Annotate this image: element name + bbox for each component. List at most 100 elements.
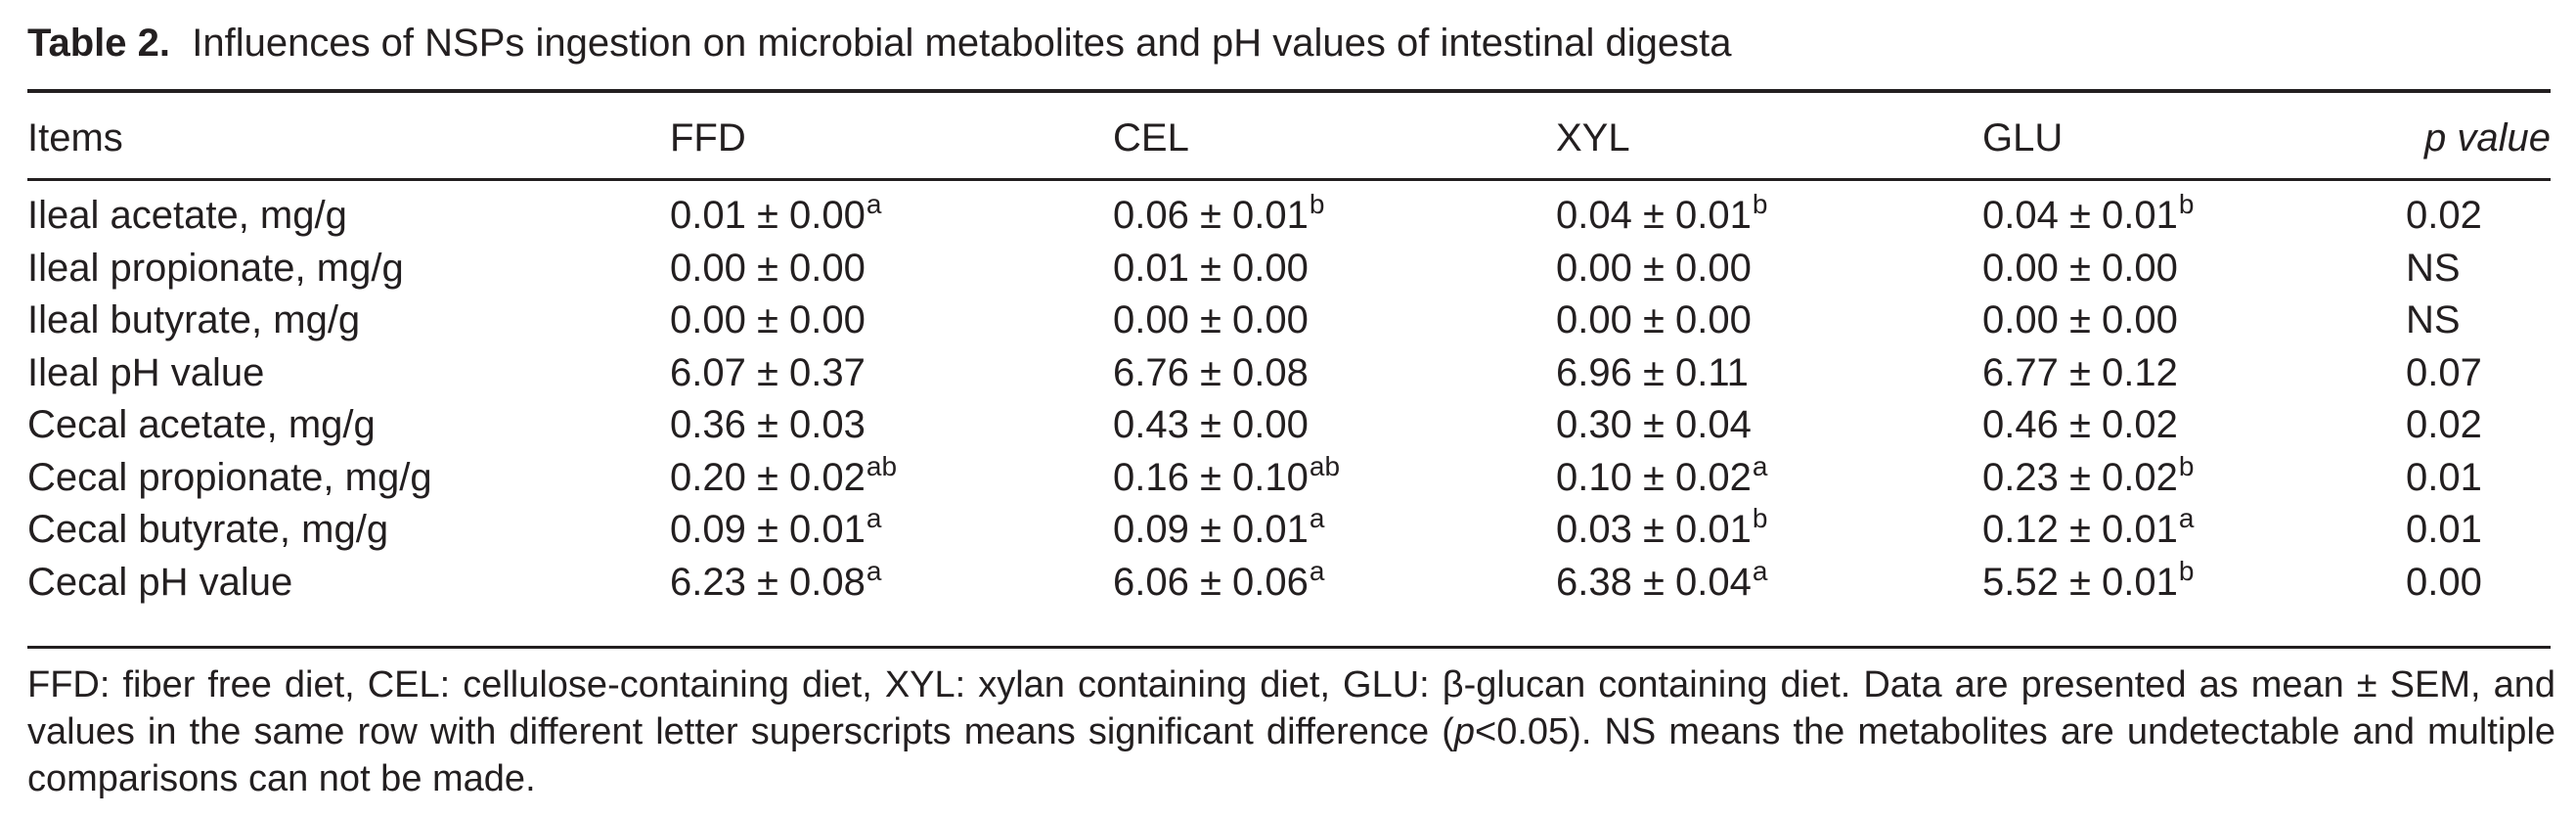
mean-sem-value: 0.12 ± 0.01 — [1982, 508, 2178, 552]
value-cell: 0.00 ± 0.00 — [1113, 295, 1556, 347]
value-cell: 0.00 ± 0.00 — [1982, 295, 2406, 347]
mean-sem-value: 6.06 ± 0.06 — [1113, 560, 1309, 604]
mean-sem-value: 0.00 ± 0.00 — [1556, 298, 1752, 342]
p-value-cell: NS — [2406, 298, 2461, 342]
value-cell: 0.23 ± 0.02b — [1982, 452, 2406, 505]
mean-sem-value: 0.16 ± 0.10 — [1113, 455, 1309, 499]
value-cell: 0.16 ± 0.10ab — [1113, 452, 1556, 505]
significance-superscript: b — [1309, 189, 1325, 220]
p-value-cell: 0.02 — [2406, 403, 2482, 447]
value-cell: 0.12 ± 0.01a — [1982, 504, 2406, 557]
mean-sem-value: 0.04 ± 0.01 — [1556, 194, 1752, 238]
caption-text: Influences of NSPs ingestion on microbia… — [192, 22, 1732, 65]
significance-superscript: a — [1309, 503, 1325, 534]
mean-sem-value: 0.06 ± 0.01 — [1113, 194, 1309, 238]
table-row: Ileal propionate, mg/g 0.00 ± 0.00 0.01 ± … — [27, 243, 2551, 295]
mean-sem-value: 0.01 ± 0.00 — [670, 194, 866, 238]
mean-sem-value: 6.23 ± 0.08 — [670, 560, 866, 604]
mean-sem-value: 0.09 ± 0.01 — [670, 508, 866, 552]
header-xyl: XYL — [1556, 115, 1630, 159]
value-cell: 6.76 ± 0.08 — [1113, 347, 1556, 400]
significance-superscript: a — [866, 189, 882, 220]
value-cell: 0.00 ± 0.00 — [670, 243, 1113, 295]
header-rule — [27, 178, 2551, 181]
footnote-p-symbol: p — [1453, 711, 1476, 752]
p-value-cell: 0.00 — [2406, 560, 2482, 604]
mean-sem-value: 6.76 ± 0.08 — [1113, 350, 1309, 394]
value-cell: 0.00 ± 0.00 — [1556, 295, 1982, 347]
p-value-cell: 0.02 — [2406, 194, 2482, 238]
value-cell: 0.03 ± 0.01b — [1556, 504, 1982, 557]
table-header: Items FFD CEL XYL GLU p value — [27, 111, 2551, 165]
header-ffd: FFD — [670, 115, 746, 159]
mean-sem-value: 5.52 ± 0.01 — [1982, 560, 2178, 604]
mean-sem-value: 0.00 ± 0.00 — [1556, 246, 1752, 290]
significance-superscript: b — [2178, 189, 2195, 220]
mean-sem-value: 0.00 ± 0.00 — [670, 298, 866, 342]
significance-superscript: a — [1752, 450, 1768, 481]
table-row: Cecal propionate, mg/g 0.20 ± 0.02ab 0.16 … — [27, 452, 2551, 505]
header-glu: GLU — [1982, 115, 2064, 159]
data-table: Items FFD CEL XYL GLU p value Ileal acet… — [27, 111, 2551, 609]
value-cell: 0.01 ± 0.00 — [1113, 243, 1556, 295]
header-items: Items — [27, 115, 123, 159]
significance-superscript: a — [866, 503, 882, 534]
footnote-text-2: <0.05). NS means the metabolites are und… — [27, 711, 2555, 799]
mean-sem-value: 6.96 ± 0.11 — [1556, 350, 1749, 394]
mean-sem-value: 0.10 ± 0.02 — [1556, 455, 1752, 499]
value-cell: 0.00 ± 0.00 — [1982, 243, 2406, 295]
value-cell: 0.09 ± 0.01a — [670, 504, 1113, 557]
mean-sem-value: 0.00 ± 0.00 — [1113, 298, 1309, 342]
mean-sem-value: 6.77 ± 0.12 — [1982, 350, 2178, 394]
row-item-label: Ileal butyrate, mg/g — [27, 298, 361, 342]
value-cell: 0.36 ± 0.03 — [670, 399, 1113, 452]
significance-superscript: ab — [1309, 450, 1341, 481]
top-rule — [27, 89, 2551, 93]
significance-superscript: ab — [866, 450, 898, 481]
header-cel: CEL — [1113, 115, 1189, 159]
significance-superscript: b — [1752, 503, 1768, 534]
mean-sem-value: 0.00 ± 0.00 — [670, 246, 866, 290]
table-row: Ileal pH value 6.07 ± 0.37 6.76 ± 0.08 6.96… — [27, 347, 2551, 400]
header-p-value: p value — [2424, 115, 2551, 159]
row-item-label: Ileal pH value — [27, 350, 265, 394]
p-value-cell: 0.01 — [2406, 455, 2482, 499]
p-value-cell: NS — [2406, 246, 2461, 290]
row-item-label: Ileal propionate, mg/g — [27, 246, 404, 290]
value-cell: 0.01 ± 0.00a — [670, 190, 1113, 243]
value-cell: 0.10 ± 0.02a — [1556, 452, 1982, 505]
mean-sem-value: 6.07 ± 0.37 — [670, 350, 866, 394]
significance-superscript: a — [866, 555, 882, 586]
row-item-label: Cecal acetate, mg/g — [27, 403, 376, 447]
mean-sem-value: 0.03 ± 0.01 — [1556, 508, 1752, 552]
mean-sem-value: 0.00 ± 0.00 — [1982, 246, 2178, 290]
mean-sem-value: 0.43 ± 0.00 — [1113, 403, 1309, 447]
footnote-text-1: FFD: fiber free diet, CEL: cellulose-con… — [27, 664, 2555, 752]
mean-sem-value: 0.00 ± 0.00 — [1982, 298, 2178, 342]
value-cell: 6.77 ± 0.12 — [1982, 347, 2406, 400]
row-item-label: Cecal pH value — [27, 560, 293, 604]
header-row: Items FFD CEL XYL GLU p value — [27, 111, 2551, 165]
value-cell: 0.00 ± 0.00 — [1556, 243, 1982, 295]
mean-sem-value: 0.36 ± 0.03 — [670, 403, 866, 447]
row-item-label: Cecal propionate, mg/g — [27, 455, 432, 499]
mean-sem-value: 0.20 ± 0.02 — [670, 455, 866, 499]
value-cell: 5.52 ± 0.01b — [1982, 557, 2406, 610]
value-cell: 6.23 ± 0.08a — [670, 557, 1113, 610]
table-footnote: FFD: fiber free diet, CEL: cellulose-con… — [27, 661, 2555, 802]
mean-sem-value: 0.30 ± 0.04 — [1556, 403, 1752, 447]
table-row: Cecal butyrate, mg/g 0.09 ± 0.01a 0.09 ± 0… — [27, 504, 2551, 557]
mean-sem-value: 0.09 ± 0.01 — [1113, 508, 1309, 552]
value-cell: 0.30 ± 0.04 — [1556, 399, 1982, 452]
value-cell: 0.04 ± 0.01b — [1556, 190, 1982, 243]
mean-sem-value: 0.01 ± 0.00 — [1113, 246, 1309, 290]
significance-superscript: a — [1309, 555, 1325, 586]
table-row: Ileal acetate, mg/g 0.01 ± 0.00a 0.06 ± 0.… — [27, 190, 2551, 243]
table-body: Ileal acetate, mg/g 0.01 ± 0.00a 0.06 ± 0.… — [27, 165, 2551, 609]
significance-superscript: b — [2178, 555, 2195, 586]
p-value-cell: 0.01 — [2406, 508, 2482, 552]
value-cell: 0.46 ± 0.02 — [1982, 399, 2406, 452]
value-cell: 0.06 ± 0.01b — [1113, 190, 1556, 243]
value-cell: 0.04 ± 0.01b — [1982, 190, 2406, 243]
